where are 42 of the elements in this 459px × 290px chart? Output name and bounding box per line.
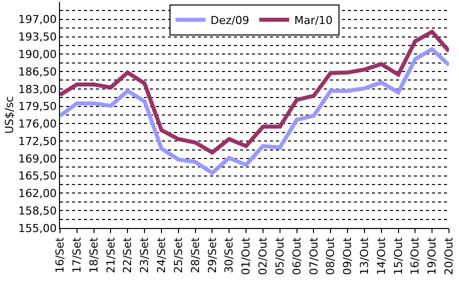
x-tick-label: 18/Set bbox=[87, 236, 100, 274]
x-tick-label: 14/Out bbox=[374, 236, 388, 276]
x-tick-label: 19/Out bbox=[426, 236, 439, 276]
x-tick-label: 06/Out bbox=[290, 236, 304, 276]
legend-label: Mar/10 bbox=[294, 14, 333, 28]
y-tick-label: 190,00 bbox=[18, 48, 57, 61]
x-tick-label: 02/Out bbox=[256, 236, 270, 276]
x-tick-label: 21/Set bbox=[104, 236, 118, 274]
x-tick-label: 16/Set bbox=[54, 236, 67, 274]
x-tick-label: 23/Set bbox=[138, 236, 152, 274]
x-tick-label: 28/Set bbox=[188, 236, 202, 274]
x-tick-label: 08/Out bbox=[324, 236, 338, 276]
x-tick-label: 15/Out bbox=[392, 236, 405, 276]
x-tick-label: 24/Set bbox=[155, 236, 168, 274]
x-tick-label: 09/Out bbox=[341, 236, 354, 276]
y-tick-label: 172,50 bbox=[18, 134, 57, 148]
y-tick-label: 162,00 bbox=[18, 187, 57, 200]
x-tick-label: 22/Set bbox=[121, 236, 134, 274]
y-tick-label: 165,50 bbox=[18, 170, 57, 183]
x-tick-label: 30/Set bbox=[222, 236, 236, 274]
y-tick-label: 169,00 bbox=[18, 152, 57, 166]
y-tick-label: 155,00 bbox=[18, 222, 57, 235]
x-tick-label: 25/Set bbox=[172, 236, 185, 274]
y-tick-label: 186,50 bbox=[18, 65, 57, 78]
x-tick-label: 17/Set bbox=[70, 236, 84, 274]
y-tick-label: 197,00 bbox=[18, 13, 57, 26]
x-tick-label: 29/Set bbox=[206, 236, 219, 274]
x-tick-label: 01/Out bbox=[240, 236, 253, 276]
y-tick-label: 176,00 bbox=[18, 118, 57, 131]
x-tick-label: 05/Out bbox=[273, 236, 286, 276]
y-tick-label: 158,50 bbox=[18, 204, 57, 218]
y-tick-label: 193,50 bbox=[18, 30, 57, 44]
x-tick-label: 20/Out bbox=[442, 236, 456, 276]
y-tick-label: 183,00 bbox=[18, 82, 57, 96]
y-tick-label: 179,50 bbox=[18, 100, 57, 114]
y-axis-title: US$/sc bbox=[2, 96, 16, 134]
x-tick-label: 13/Out bbox=[358, 236, 372, 276]
x-tick-label: 16/Out bbox=[408, 236, 422, 276]
line-series bbox=[60, 30, 449, 154]
legend-label: Dez/09 bbox=[210, 14, 250, 28]
line-series bbox=[60, 47, 449, 175]
x-tick-label: 07/Out bbox=[307, 236, 320, 276]
